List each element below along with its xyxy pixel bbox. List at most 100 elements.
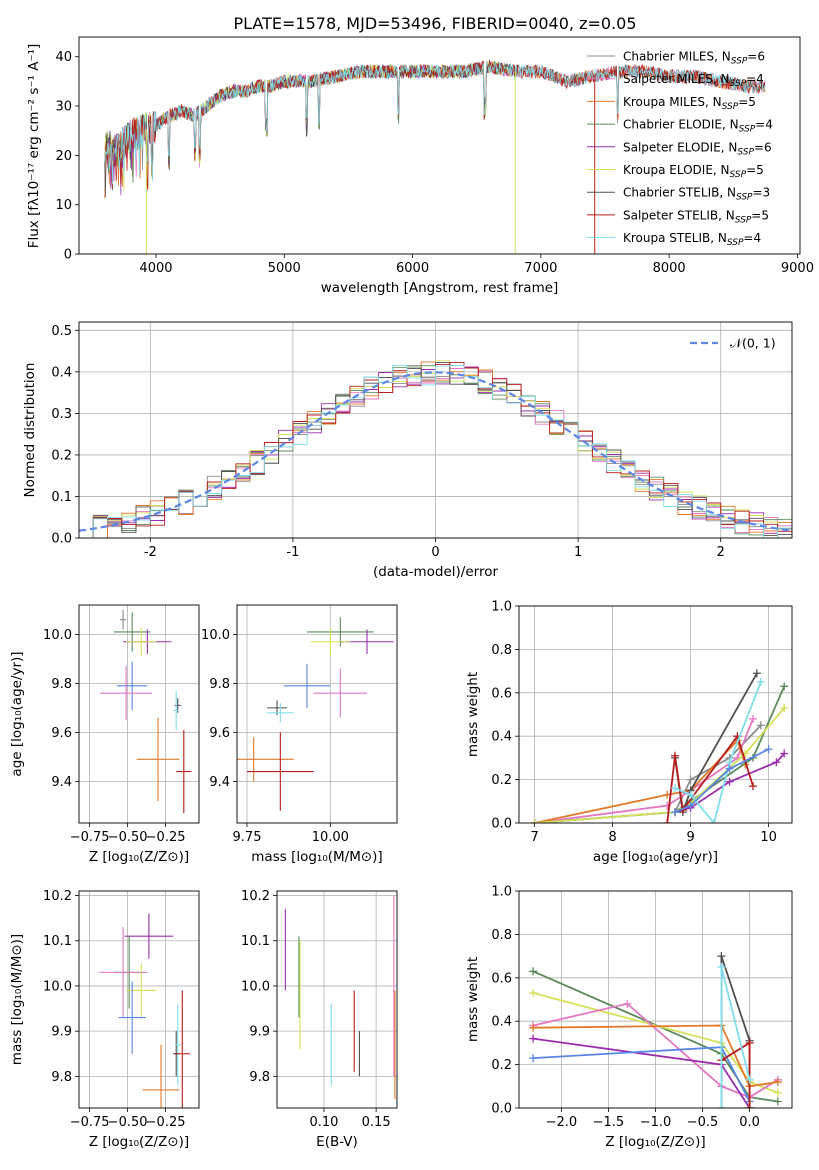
x-tick-label: −0.50	[108, 1115, 148, 1130]
y-tick-label: 0.2	[491, 1058, 512, 1073]
x-tick-label: -2	[144, 545, 157, 560]
x-tick-label: −1.0	[640, 1115, 672, 1130]
y-axis-label: mass weight	[465, 672, 481, 757]
panel-0: 4000 5000 6000 7000 8000 9000 0 10 20 30 40 wavelen…	[26, 36, 814, 296]
y-axis-label: age [log₁₀(age/yr)]	[9, 651, 25, 776]
x-tick-label: 7	[530, 830, 538, 845]
x-axis-label: mass [log₁₀(M/M⊙)]	[251, 849, 382, 865]
panel-1: -2 -1 0 1 2 0.0 0.1 0.2 0.3 0.4 0.5 (data-model)/er…	[22, 321, 793, 580]
y-tick-label: 0	[64, 248, 72, 263]
x-tick-label: 1	[574, 545, 582, 560]
axes-frame	[518, 890, 793, 1109]
y-tick-label: 10.2	[43, 889, 72, 904]
panel-7: −2.0 −1.5 −1.0 −0.5 0.0 0.0 0.2 0.4 0.6 0.8 1.0 Z […	[465, 885, 793, 1150]
panel-3: 9.75 10.00 9.4 9.6 9.8 10.0 mass [log₁₀(M/M⊙)]	[201, 604, 398, 865]
x-tick-label: −0.25	[146, 1115, 186, 1130]
plot-area	[237, 617, 394, 811]
plus-marker	[717, 1104, 726, 1108]
plus-marker	[529, 988, 538, 997]
x-axis-label: E(B-V)	[316, 1134, 358, 1150]
y-tick-label: 10.0	[241, 979, 270, 994]
x-tick-label: 10	[760, 830, 777, 845]
plot-area	[104, 59, 766, 254]
legend-label: Chabrier MILES, NSSP=6	[623, 50, 765, 67]
axes-frame	[78, 321, 793, 539]
axes-frame	[78, 604, 200, 824]
panel-4: 7 8 9 10 0.0 0.2 0.4 0.6 0.8 1.0 age [log₁₀(age/yr…	[465, 600, 793, 865]
panel-2: −0.75−0.50−0.25 9.4 9.6 9.8 10.0 Z [log₁₀(Z/Z…	[9, 604, 200, 865]
y-tick-label: 0.4	[51, 365, 72, 380]
y-tick-label: 9.8	[249, 1070, 270, 1085]
y-tick-label: 0.4	[491, 1015, 512, 1030]
y-tick-label: 1.0	[491, 885, 512, 900]
y-tick-label: 0.6	[491, 971, 512, 986]
plus-marker	[780, 682, 789, 691]
plus-marker	[686, 775, 695, 784]
y-tick-label: 10.1	[241, 934, 270, 949]
legend-label: 𝒩(0, 1)	[730, 336, 776, 351]
x-tick-label: 8	[608, 830, 616, 845]
x-tick-label: 9	[686, 830, 694, 845]
y-tick-label: 9.6	[209, 726, 230, 741]
y-tick-label: 0.0	[491, 817, 512, 832]
plot-area	[100, 609, 192, 814]
x-tick-label: −0.5	[687, 1115, 719, 1130]
plus-marker	[756, 721, 765, 730]
y-tick-label: 0.2	[51, 448, 72, 463]
figure-title: PLATE=1578, MJD=53496, FIBERID=0040, z=0…	[233, 14, 636, 33]
plus-marker	[745, 1104, 754, 1108]
axes-frame	[78, 890, 200, 1109]
mass-weight-line	[674, 748, 770, 813]
spectrum-line	[104, 60, 516, 192]
legend: Chabrier MILES, NSSP=6 Salpeter MILES, NS…	[587, 50, 773, 248]
plus-marker	[773, 1097, 782, 1106]
plus-marker	[773, 1088, 782, 1097]
x-tick-label: 9000	[781, 261, 814, 276]
y-tick-label: 0.0	[51, 532, 72, 547]
plus-marker	[529, 1023, 538, 1032]
axes-frame	[518, 605, 793, 824]
y-tick-label: 10.2	[241, 889, 270, 904]
spectrum-line	[104, 59, 766, 198]
plus-marker	[529, 1034, 538, 1043]
spectrum-line	[104, 61, 766, 185]
y-axis-label: Normed distribution	[22, 363, 38, 498]
x-tick-label: −0.75	[70, 830, 110, 845]
plus-marker	[686, 790, 695, 799]
x-axis-label: Z [log₁₀(Z/Z⊙)]	[605, 1134, 705, 1150]
legend-label: Kroupa MILES, NSSP=5	[623, 95, 756, 112]
y-tick-label: 0.4	[491, 730, 512, 745]
axes-frame	[236, 604, 398, 824]
plus-marker	[623, 999, 632, 1008]
y-tick-label: 9.4	[51, 775, 72, 790]
plot-area	[98, 913, 190, 1108]
plus-marker	[780, 749, 789, 758]
x-tick-label: 7000	[524, 261, 557, 276]
y-tick-label: 10	[55, 198, 72, 213]
plus-marker	[530, 819, 539, 823]
y-tick-label: 10.0	[43, 628, 72, 643]
y-tick-label: 0.0	[491, 1102, 512, 1117]
gaussian-curve	[79, 371, 792, 532]
x-axis-label: age [log₁₀(age/yr)]	[593, 849, 718, 865]
x-axis-label: Z [log₁₀(Z/Z⊙)]	[89, 849, 189, 865]
y-tick-label: 9.8	[51, 677, 72, 692]
x-tick-label: 2	[717, 545, 725, 560]
y-tick-label: 9.8	[51, 1070, 72, 1085]
plus-marker	[529, 1054, 538, 1063]
plot-area	[529, 952, 782, 1108]
plot-area	[530, 669, 789, 823]
x-tick-label: 0.0	[739, 1115, 760, 1130]
plus-marker	[717, 962, 726, 971]
y-tick-label: 9.6	[51, 726, 72, 741]
legend-label: Chabrier STELIB, NSSP=3	[623, 186, 770, 203]
plus-marker	[745, 1075, 754, 1084]
plus-marker	[717, 952, 726, 961]
x-tick-label: −0.75	[70, 1115, 110, 1130]
legend-label: Kroupa ELODIE, NSSP=5	[623, 163, 764, 180]
x-tick-label: 0.10	[309, 1115, 338, 1130]
axes-frame	[276, 890, 398, 1109]
x-tick-label: 6000	[396, 261, 429, 276]
legend-label: Kroupa STELIB, NSSP=4	[623, 231, 761, 248]
y-axis-label: mass weight	[465, 957, 481, 1042]
